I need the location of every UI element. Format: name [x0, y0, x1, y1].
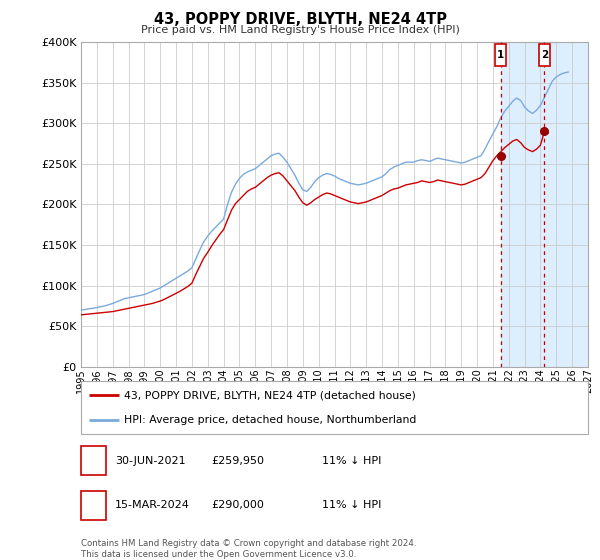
Text: This data is licensed under the Open Government Licence v3.0.: This data is licensed under the Open Gov…: [81, 550, 356, 559]
Text: 1: 1: [497, 50, 505, 60]
Bar: [501, 42, 588, 367]
Text: 43, POPPY DRIVE, BLYTH, NE24 4TP (detached house): 43, POPPY DRIVE, BLYTH, NE24 4TP (detach…: [124, 390, 416, 400]
Bar: [496, 44, 506, 66]
Text: 2: 2: [541, 50, 548, 60]
Text: HPI: Average price, detached house, Northumberland: HPI: Average price, detached house, Nort…: [124, 414, 416, 424]
Text: 43, POPPY DRIVE, BLYTH, NE24 4TP: 43, POPPY DRIVE, BLYTH, NE24 4TP: [154, 12, 446, 27]
Text: Contains HM Land Registry data © Crown copyright and database right 2024.: Contains HM Land Registry data © Crown c…: [81, 539, 416, 548]
Bar: [539, 44, 550, 66]
Text: 15-MAR-2024: 15-MAR-2024: [115, 501, 190, 510]
Text: 30-JUN-2021: 30-JUN-2021: [115, 456, 186, 465]
Text: 11% ↓ HPI: 11% ↓ HPI: [322, 501, 382, 510]
Text: 1: 1: [89, 454, 98, 467]
Text: Price paid vs. HM Land Registry's House Price Index (HPI): Price paid vs. HM Land Registry's House …: [140, 25, 460, 35]
Text: £259,950: £259,950: [211, 456, 264, 465]
Text: 2: 2: [89, 499, 98, 512]
Text: 11% ↓ HPI: 11% ↓ HPI: [322, 456, 382, 465]
Text: £290,000: £290,000: [211, 501, 264, 510]
